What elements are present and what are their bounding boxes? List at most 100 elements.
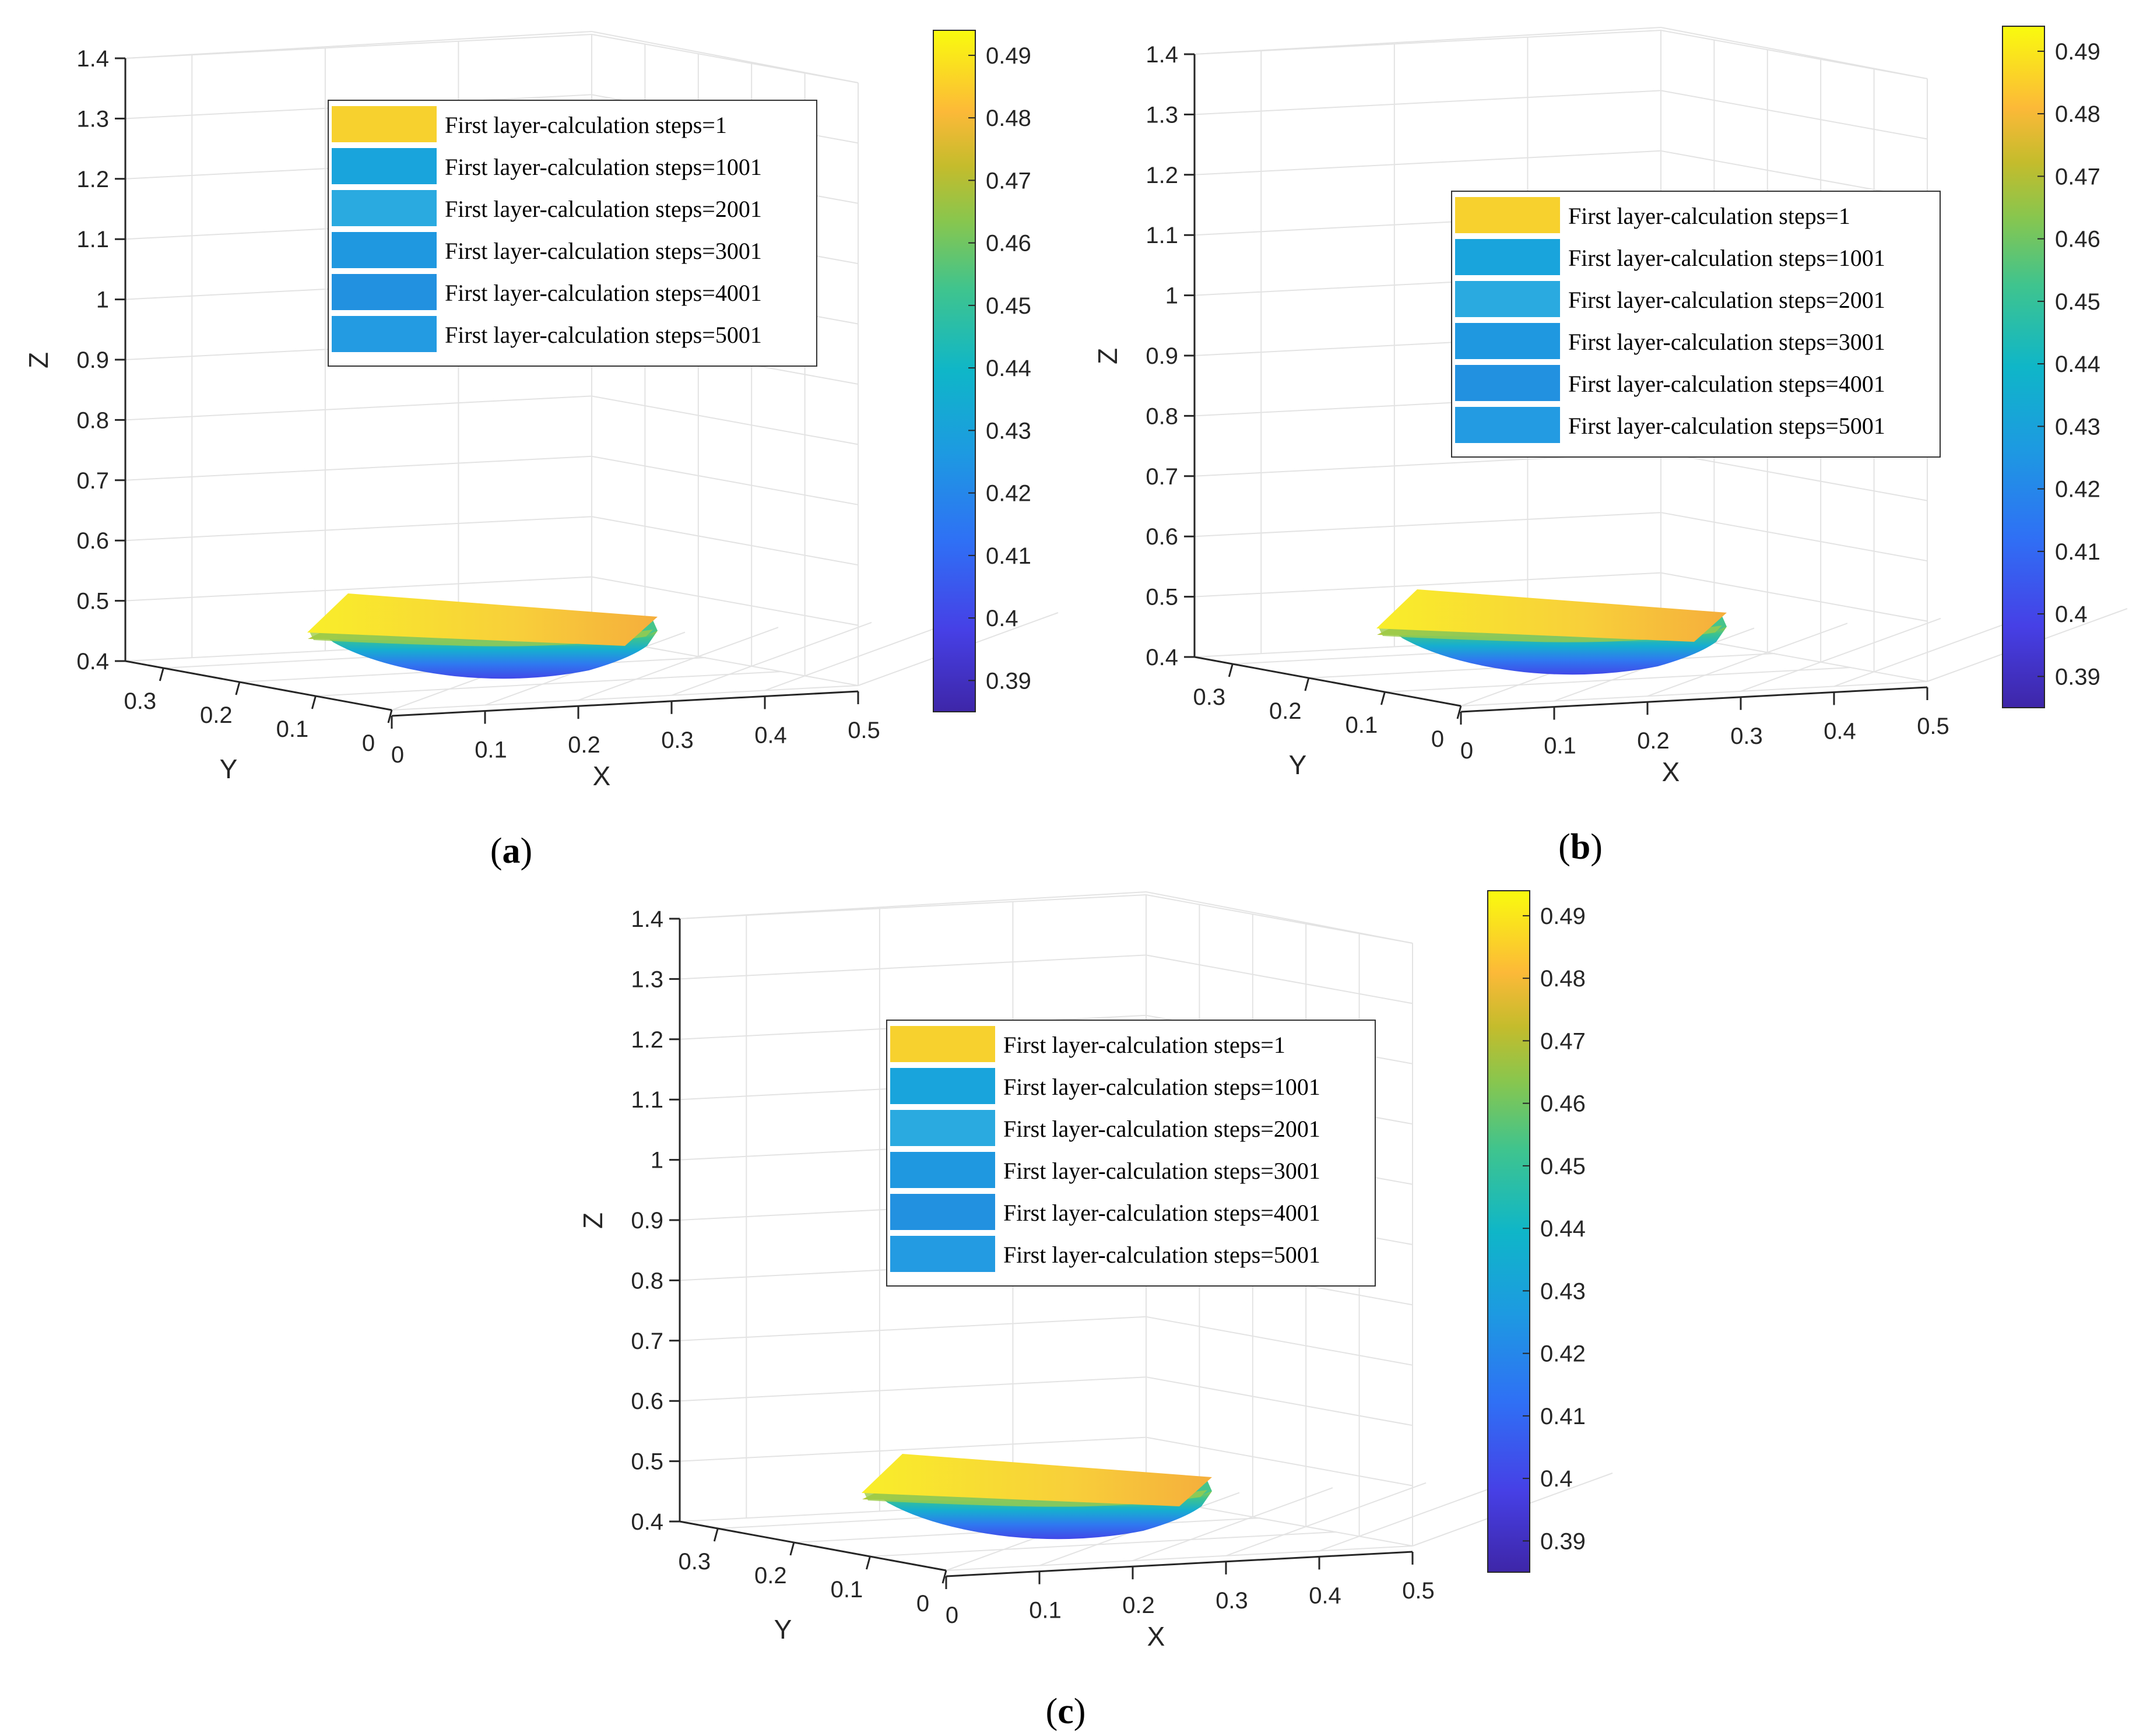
grid-line	[591, 31, 859, 83]
legend-entry: First layer-calculation steps=4001	[1003, 1200, 1320, 1226]
z-tick-label: 1.1	[76, 227, 109, 252]
colorbar-bar	[2002, 26, 2045, 708]
y-tick-label: 0.1	[1345, 712, 1378, 738]
y-tick-label: 0	[916, 1591, 929, 1616]
y-tick	[713, 1528, 719, 1542]
y-tick-label: 0.1	[831, 1577, 863, 1603]
y-tick-label: 0	[1431, 726, 1444, 752]
x-tick-label: 0.1	[1029, 1598, 1062, 1623]
colorbar-tick-label: 0.41	[2055, 539, 2100, 565]
grid-line	[1660, 512, 1928, 562]
y-tick-label: 0	[362, 730, 375, 756]
z-tick-label: 0.9	[631, 1208, 663, 1234]
y-tick	[1456, 705, 1462, 719]
y-tick-label: 0.3	[1193, 684, 1225, 710]
grid-line	[946, 1545, 1413, 1571]
x-axis-line	[1460, 686, 1928, 713]
grid-line	[1146, 1376, 1413, 1426]
panel-label-letter: b	[1571, 827, 1590, 867]
y-axis-line	[679, 1520, 947, 1572]
x-axis-line	[391, 690, 859, 717]
legend-swatch	[1455, 239, 1560, 275]
colorbar-tick-label: 0.47	[2055, 164, 2100, 189]
legend-swatch	[332, 274, 437, 310]
y-axis-label: Y	[774, 1614, 792, 1644]
colorbar-tick-label: 0.49	[986, 43, 1031, 69]
y-tick	[1228, 663, 1234, 677]
grid-line	[391, 685, 859, 711]
x-tick-label: 0	[1460, 738, 1473, 764]
legend-entry: First layer-calculation steps=2001	[445, 196, 762, 222]
z-tick-label: 0.4	[1146, 645, 1178, 670]
legend-entry: First layer-calculation steps=2001	[1003, 1116, 1320, 1142]
z-axis-label: Z	[578, 1213, 608, 1229]
z-tick-label: 1	[96, 287, 109, 313]
x-tick-label: 0	[946, 1603, 958, 1628]
panel-b: 0.4 0.5 0.6 0.7 0.8 0.9 1 1.1 1.2 1.3 1.4 0 0.1 0.2 0.…	[1092, 26, 2128, 867]
legend-entry: First layer-calculation steps=4001	[1568, 371, 1885, 397]
grid-line	[1194, 572, 1661, 598]
grid-line	[679, 1316, 1147, 1341]
colorbar-tick-label: 0.43	[986, 418, 1031, 444]
colorbar-tick-label: 0.47	[1540, 1028, 1586, 1054]
x-tick-label: 0.2	[1122, 1593, 1155, 1618]
panel-label: (c)	[1046, 1692, 1086, 1731]
legend-entry: First layer-calculation steps=1001	[1568, 245, 1885, 271]
x-tick-label: 0.4	[1824, 718, 1856, 744]
axes: 0.4 0.5 0.6 0.7 0.8 0.9 1 1.1 1.2 1.3 1.4 0 0.1 0.2 0.…	[1092, 42, 1949, 787]
colorbar-bar	[933, 30, 976, 712]
grid-line	[1194, 27, 1661, 55]
y-tick-label: 0.2	[200, 702, 233, 728]
grid-line	[125, 395, 592, 421]
legend: First layer-calculation steps=1 First lay…	[328, 100, 817, 367]
grid-line	[1660, 451, 1928, 501]
legend: First layer-calculation steps=1 First lay…	[886, 1020, 1376, 1287]
y-tick	[159, 667, 164, 681]
legend-swatch	[1455, 323, 1560, 359]
legend-swatch	[1455, 365, 1560, 401]
colorbar-tick-label: 0.49	[2055, 39, 2100, 65]
colorbar-tick-label: 0.44	[1540, 1216, 1586, 1242]
grid-line	[1319, 1477, 1520, 1552]
legend: First layer-calculation steps=1 First lay…	[1451, 191, 1941, 458]
y-tick-label: 0.3	[124, 688, 156, 714]
legend-swatch	[332, 190, 437, 226]
y-tick	[1380, 691, 1386, 705]
y-axis-label: Y	[220, 754, 238, 784]
x-axis-label: X	[593, 761, 611, 791]
axes: 0.4 0.5 0.6 0.7 0.8 0.9 1 1.1 1.2 1.3 1.4 0 0.1 0.2 0.…	[578, 906, 1435, 1651]
z-tick-label: 0.8	[1146, 403, 1178, 429]
grid-line	[679, 1376, 1147, 1402]
legend-entry: First layer-calculation steps=1	[1003, 1032, 1285, 1058]
grid-line	[679, 891, 1147, 919]
y-tick-label: 0.2	[1269, 698, 1302, 724]
z-tick-label: 1.3	[631, 967, 663, 992]
legend-entry: First layer-calculation steps=3001	[1003, 1158, 1320, 1184]
z-tick-label: 0.5	[76, 589, 109, 614]
colorbar-tick-label: 0.45	[986, 293, 1031, 319]
grid-line	[591, 516, 859, 566]
grid-line	[1146, 1436, 1413, 1487]
y-axis-line	[1194, 656, 1462, 707]
z-tick-label: 0.6	[1146, 524, 1178, 550]
y-tick-label: 0.1	[276, 716, 309, 742]
y-tick	[387, 709, 393, 723]
z-tick-label: 0.6	[631, 1389, 663, 1414]
z-tick-label: 1.2	[76, 167, 109, 192]
legend-entry: First layer-calculation steps=5001	[1568, 413, 1885, 439]
grid-line	[1194, 90, 1661, 115]
colorbar-tick-label: 0.42	[986, 481, 1031, 507]
y-tick	[235, 681, 241, 695]
x-axis-label: X	[1662, 757, 1680, 787]
z-axis-label: Z	[1092, 348, 1123, 364]
legend-swatch	[890, 1194, 995, 1230]
legend-entry: First layer-calculation steps=5001	[445, 322, 762, 348]
z-tick-label: 0.6	[76, 528, 109, 554]
surface-top-layer	[862, 1454, 1212, 1506]
grid-line	[1660, 90, 1928, 140]
grid-line	[1146, 891, 1413, 944]
panel-label-open: (	[1558, 827, 1571, 867]
panel-label-letter: c	[1058, 1692, 1074, 1731]
x-tick-label: 0.4	[754, 722, 787, 748]
legend-entry: First layer-calculation steps=1001	[1003, 1074, 1320, 1100]
